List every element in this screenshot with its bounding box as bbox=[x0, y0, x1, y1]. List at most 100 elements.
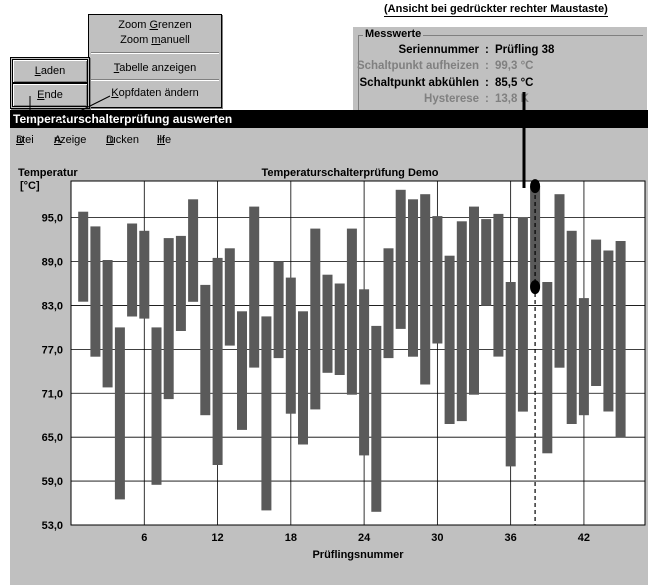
menu-item-zoom-manual[interactable]: Zoom manuell bbox=[120, 34, 190, 46]
bar-prufling-4[interactable] bbox=[114, 327, 125, 500]
bar-prufling-39[interactable] bbox=[542, 282, 553, 454]
x-tick-label: 6 bbox=[141, 532, 147, 544]
bar-prufling-16[interactable] bbox=[261, 316, 272, 511]
bar-prufling-26[interactable] bbox=[383, 248, 394, 359]
load-menu-item[interactable]: Laden bbox=[12, 59, 88, 83]
y-axis-label: Temperatur bbox=[18, 167, 78, 179]
bar-prufling-15[interactable] bbox=[249, 206, 260, 368]
bar-prufling-6[interactable] bbox=[139, 230, 150, 319]
bar-prufling-10[interactable] bbox=[188, 199, 199, 302]
menu-item-edit-header[interactable]: Kopfdaten ändern bbox=[111, 87, 199, 99]
x-tick-label: 18 bbox=[285, 532, 297, 544]
cooling-switch-value: 85,5 °C bbox=[495, 77, 534, 89]
bar-prufling-27[interactable] bbox=[395, 189, 406, 329]
heating-switch-value: 99,3 °C bbox=[495, 60, 534, 72]
measured-values-panel: Messwerte Seriennummer : Prüfling 38 Sch… bbox=[352, 26, 647, 113]
bar-prufling-30[interactable] bbox=[432, 216, 443, 344]
bar-prufling-43[interactable] bbox=[591, 239, 602, 386]
bar-prufling-28[interactable] bbox=[408, 199, 418, 357]
bar-prufling-37[interactable] bbox=[517, 217, 528, 412]
bar-prufling-12[interactable] bbox=[212, 257, 223, 465]
menu-separator bbox=[91, 79, 219, 81]
bar-prufling-32[interactable] bbox=[456, 221, 467, 422]
window-title-bar[interactable]: Temperaturschalterprüfung auswerten bbox=[10, 110, 648, 128]
bar-prufling-29[interactable] bbox=[420, 194, 431, 385]
measured-values-title: Messwerte bbox=[363, 28, 424, 40]
selection-marker-high bbox=[530, 179, 541, 194]
heating-switch-label: Schaltpunkt aufheizen bbox=[356, 60, 479, 72]
chart-title: Temperaturschalterprüfung Demo bbox=[261, 167, 438, 179]
bar-prufling-5[interactable] bbox=[127, 223, 138, 317]
bar-prufling-13[interactable] bbox=[224, 248, 235, 346]
bar-prufling-22[interactable] bbox=[334, 283, 345, 376]
exit-menu-item[interactable]: Ende bbox=[12, 83, 88, 107]
bar-prufling-38[interactable] bbox=[530, 186, 541, 288]
bar-prufling-33[interactable] bbox=[469, 206, 479, 395]
y-tick-label: 89,0 bbox=[42, 257, 63, 269]
y-tick-label: 53,0 bbox=[42, 520, 63, 532]
x-tick-label: 24 bbox=[358, 532, 371, 544]
bar-prufling-45[interactable] bbox=[615, 241, 626, 438]
bar-prufling-23[interactable] bbox=[346, 228, 357, 395]
heating-switch-row: Schaltpunkt aufheizen : 99,3 °C bbox=[356, 60, 534, 72]
measured-values-group bbox=[358, 35, 643, 113]
bar-prufling-11[interactable] bbox=[200, 284, 211, 416]
bar-prufling-41[interactable] bbox=[566, 230, 577, 424]
bar-prufling-34[interactable] bbox=[481, 219, 492, 306]
cooling-switch-label: Schaltpunkt abkühlen bbox=[359, 77, 480, 89]
hysteresis-row: Hysterese : 13,8 K bbox=[424, 93, 529, 105]
y-tick-label: 59,0 bbox=[42, 476, 63, 488]
y-tick-label: 95,0 bbox=[42, 213, 63, 225]
bar-prufling-17[interactable] bbox=[273, 261, 284, 359]
bar-prufling-25[interactable] bbox=[371, 325, 382, 512]
bar-prufling-18[interactable] bbox=[285, 277, 296, 414]
bar-prufling-7[interactable] bbox=[151, 327, 162, 485]
right-mouse-note: (Ansicht bei gedrückter rechter Maustast… bbox=[384, 3, 608, 17]
serial-number-row: Seriennummer : Prüfling 38 bbox=[398, 44, 555, 56]
x-tick-label: 12 bbox=[211, 532, 223, 544]
bar-prufling-44[interactable] bbox=[603, 250, 614, 412]
bar-prufling-35[interactable] bbox=[493, 213, 504, 357]
x-tick-label: 42 bbox=[578, 532, 590, 544]
bar-prufling-2[interactable] bbox=[90, 226, 101, 357]
temperature-chart[interactable]: Temperatur [°C] Temperaturschalterprüfun… bbox=[10, 148, 648, 585]
y-tick-label: 83,0 bbox=[42, 300, 63, 312]
hysteresis-label: Hysterese bbox=[424, 93, 479, 105]
bar-prufling-21[interactable] bbox=[322, 274, 333, 373]
y-tick-label: 71,0 bbox=[42, 388, 63, 400]
context-menu: Zoom Grenzen Zoom manuell Tabelle anzeig… bbox=[88, 14, 222, 108]
selection-marker-low bbox=[530, 280, 541, 295]
bar-prufling-19[interactable] bbox=[298, 311, 308, 445]
selection-marker bbox=[530, 179, 541, 525]
bar-series bbox=[78, 186, 626, 512]
bar-prufling-3[interactable] bbox=[102, 260, 113, 388]
bar-prufling-8[interactable] bbox=[163, 238, 174, 400]
bar-prufling-40[interactable] bbox=[554, 194, 565, 368]
y-tick-labels: 53,0 59,0 65,0 71,0 77,0 83,0 89,0 95,0 bbox=[42, 213, 63, 532]
bar-prufling-42[interactable] bbox=[578, 298, 589, 416]
serial-number-value: Prüfling 38 bbox=[495, 44, 555, 56]
bar-prufling-31[interactable] bbox=[444, 255, 455, 424]
bar-prufling-14[interactable] bbox=[237, 311, 247, 430]
bar-prufling-24[interactable] bbox=[359, 289, 370, 456]
x-tick-labels: 6 12 18 24 30 36 42 bbox=[141, 532, 590, 544]
y-axis-unit: [°C] bbox=[20, 180, 40, 192]
bar-prufling-1[interactable] bbox=[78, 211, 89, 302]
cooling-switch-row: Schaltpunkt abkühlen : 85,5 °C bbox=[359, 77, 534, 89]
x-tick-label: 30 bbox=[431, 532, 443, 544]
menu-item-zoom-limits[interactable]: Zoom Grenzen bbox=[118, 19, 192, 31]
bar-prufling-9[interactable] bbox=[175, 235, 186, 331]
file-menu: Laden Ende bbox=[10, 57, 90, 109]
menu-item-show-table[interactable]: Tabelle anzeigen bbox=[113, 62, 197, 74]
x-axis-label: Prüflingsnummer bbox=[312, 549, 404, 561]
bar-prufling-20[interactable] bbox=[310, 228, 321, 410]
serial-number-label: Seriennummer bbox=[398, 44, 479, 56]
window-title: Temperaturschalterprüfung auswerten bbox=[13, 112, 233, 126]
menu-separator bbox=[91, 52, 219, 54]
y-tick-label: 77,0 bbox=[42, 344, 63, 356]
x-tick-label: 36 bbox=[505, 532, 517, 544]
y-tick-label: 65,0 bbox=[42, 432, 63, 444]
hysteresis-value: 13,8 K bbox=[495, 93, 529, 105]
bar-prufling-36[interactable] bbox=[505, 282, 516, 467]
